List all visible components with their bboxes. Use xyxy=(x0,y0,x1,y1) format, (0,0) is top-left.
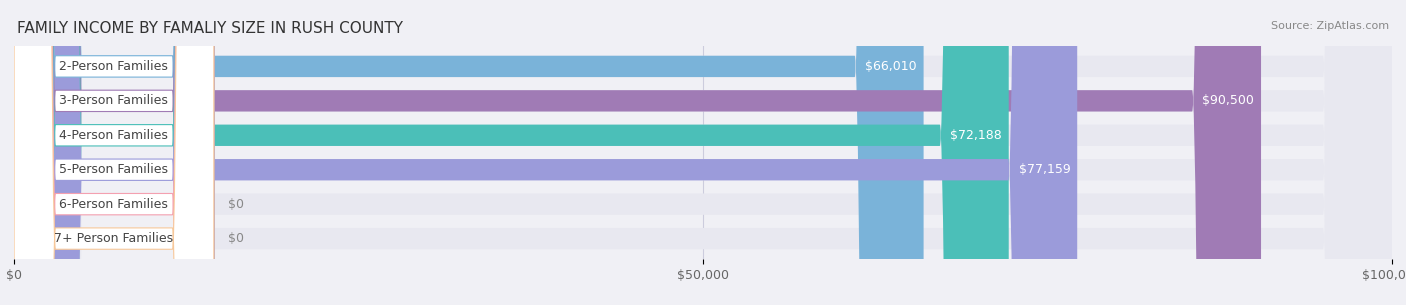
FancyBboxPatch shape xyxy=(14,0,214,305)
FancyBboxPatch shape xyxy=(14,0,1392,305)
Text: $77,159: $77,159 xyxy=(1018,163,1070,176)
Text: Source: ZipAtlas.com: Source: ZipAtlas.com xyxy=(1271,21,1389,31)
Text: 3-Person Families: 3-Person Families xyxy=(59,94,167,107)
Text: 5-Person Families: 5-Person Families xyxy=(59,163,167,176)
Text: 2-Person Families: 2-Person Families xyxy=(59,60,167,73)
FancyBboxPatch shape xyxy=(14,0,214,305)
Text: $90,500: $90,500 xyxy=(1202,94,1254,107)
FancyBboxPatch shape xyxy=(14,0,214,305)
Text: $0: $0 xyxy=(228,198,243,211)
Text: FAMILY INCOME BY FAMALIY SIZE IN RUSH COUNTY: FAMILY INCOME BY FAMALIY SIZE IN RUSH CO… xyxy=(17,21,404,36)
Text: $66,010: $66,010 xyxy=(865,60,917,73)
FancyBboxPatch shape xyxy=(14,0,214,305)
FancyBboxPatch shape xyxy=(14,0,1008,305)
FancyBboxPatch shape xyxy=(14,0,1392,305)
FancyBboxPatch shape xyxy=(14,0,924,305)
FancyBboxPatch shape xyxy=(14,0,1392,305)
FancyBboxPatch shape xyxy=(14,0,214,305)
FancyBboxPatch shape xyxy=(14,0,1077,305)
Text: $0: $0 xyxy=(228,232,243,245)
FancyBboxPatch shape xyxy=(14,0,1392,305)
FancyBboxPatch shape xyxy=(14,0,214,305)
Text: 4-Person Families: 4-Person Families xyxy=(59,129,167,142)
FancyBboxPatch shape xyxy=(14,0,1261,305)
Text: 6-Person Families: 6-Person Families xyxy=(59,198,167,211)
FancyBboxPatch shape xyxy=(14,0,1392,305)
FancyBboxPatch shape xyxy=(14,0,1392,305)
Text: 7+ Person Families: 7+ Person Families xyxy=(53,232,173,245)
Text: $72,188: $72,188 xyxy=(950,129,1002,142)
